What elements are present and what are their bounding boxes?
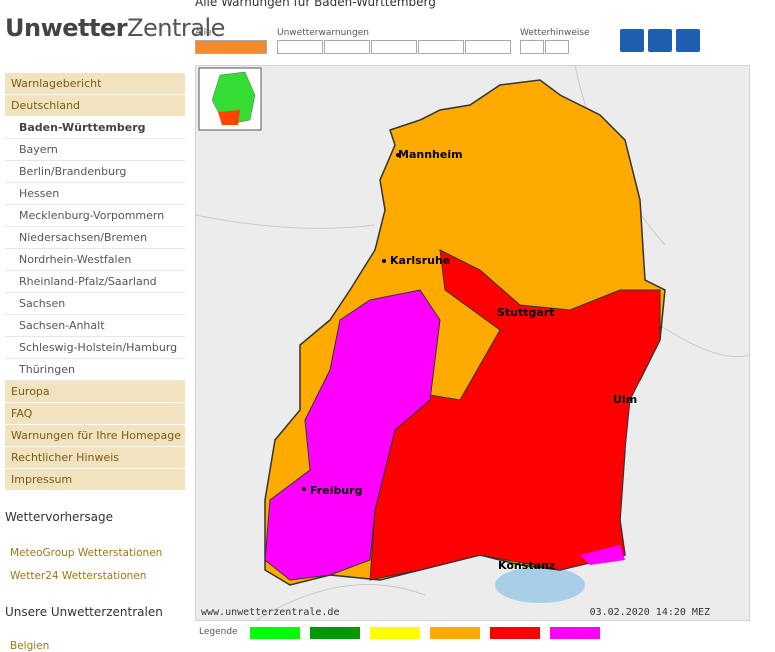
legend-swatch: [250, 627, 300, 639]
logo[interactable]: UnwetterZentrale: [5, 14, 225, 42]
nav-item[interactable]: Warnlagebericht: [5, 73, 185, 95]
city-label: Konstanz: [498, 559, 555, 572]
road-button[interactable]: [620, 29, 644, 52]
nav-item[interactable]: Sachsen: [5, 293, 185, 315]
nav-item[interactable]: Baden-Württemberg: [5, 117, 185, 139]
logo-text: Zentrale: [127, 14, 225, 42]
region-magenta: [264, 289, 441, 581]
city-label: Stuttgart: [497, 306, 555, 319]
page-title: Alle Warnungen für Baden-Württemberg: [195, 0, 436, 9]
lake: [495, 567, 585, 603]
warning-map: Mannheim Karlsruhe Stuttgart Ulm Freibur…: [195, 65, 750, 621]
filter-icon[interactable]: [277, 40, 323, 54]
filter-label: Unwetterwarnungen: [277, 28, 369, 38]
legend-swatch: [370, 627, 420, 639]
nav-item[interactable]: Warnungen für Ihre Homepage: [5, 425, 185, 447]
navigation: Warnlagebericht Deutschland Baden-Württemb…: [5, 73, 185, 491]
link[interactable]: MeteoGroup Wetterstationen: [10, 547, 163, 559]
filter-icon[interactable]: [520, 40, 544, 54]
map-timestamp: 03.02.2020 14:20 MEZ: [590, 607, 710, 618]
water-button[interactable]: [648, 29, 672, 52]
nav-item[interactable]: Hessen: [5, 183, 185, 205]
filter-icon[interactable]: [371, 40, 417, 54]
filter-label: Alle: [195, 28, 212, 38]
nav-item[interactable]: Sachsen-Anhalt: [5, 315, 185, 337]
nav-item[interactable]: Rheinland-Pfalz/Saarland: [5, 271, 185, 293]
nav-item[interactable]: Bayern: [5, 139, 185, 161]
city-dot: [382, 259, 386, 263]
nav-item[interactable]: Impressum: [5, 469, 185, 491]
filter-icon[interactable]: [418, 40, 464, 54]
legend-label: Legende: [199, 627, 238, 637]
nav-item[interactable]: FAQ: [5, 403, 185, 425]
city-dot: [302, 487, 306, 491]
legend-swatch: [550, 627, 600, 639]
section-heading: Wettervorhersage: [5, 510, 113, 524]
legend-swatch: [490, 627, 540, 639]
video-button[interactable]: [676, 29, 700, 52]
filter-all[interactable]: [195, 40, 267, 54]
nav-item[interactable]: Schleswig-Holstein/Hamburg: [5, 337, 185, 359]
nav-item[interactable]: Thüringen: [5, 359, 185, 381]
city-label: Karlsruhe: [390, 254, 450, 267]
legend-swatch: [430, 627, 480, 639]
section-heading: Unsere Unwetterzentralen: [5, 605, 163, 619]
link[interactable]: Belgien: [10, 640, 50, 652]
region-magenta: [580, 545, 625, 565]
nav-item[interactable]: Europa: [5, 381, 185, 403]
nav-item[interactable]: Berlin/Brandenburg: [5, 161, 185, 183]
filter-icon[interactable]: [545, 40, 569, 54]
inset-state: [218, 110, 240, 125]
map-source: www.unwetterzentrale.de: [201, 607, 339, 618]
filter-icon[interactable]: [465, 40, 511, 54]
city-dot: [396, 153, 400, 157]
legend-swatch: [310, 627, 360, 639]
city-label: Mannheim: [398, 148, 463, 161]
city-label: Ulm: [613, 393, 637, 406]
nav-item[interactable]: Mecklenburg-Vorpommern: [5, 205, 185, 227]
nav-item[interactable]: Rechtlicher Hinweis: [5, 447, 185, 469]
nav-item[interactable]: Deutschland: [5, 95, 185, 117]
filter-icon[interactable]: [324, 40, 370, 54]
city-label: Freiburg: [310, 484, 362, 497]
filter-label: Wetterhinweise: [520, 28, 590, 38]
nav-item[interactable]: Niedersachsen/Bremen: [5, 227, 185, 249]
nav-item[interactable]: Nordrhein-Westfalen: [5, 249, 185, 271]
logo-text: Unwetter: [5, 14, 128, 42]
link[interactable]: Wetter24 Wetterstationen: [10, 570, 147, 582]
